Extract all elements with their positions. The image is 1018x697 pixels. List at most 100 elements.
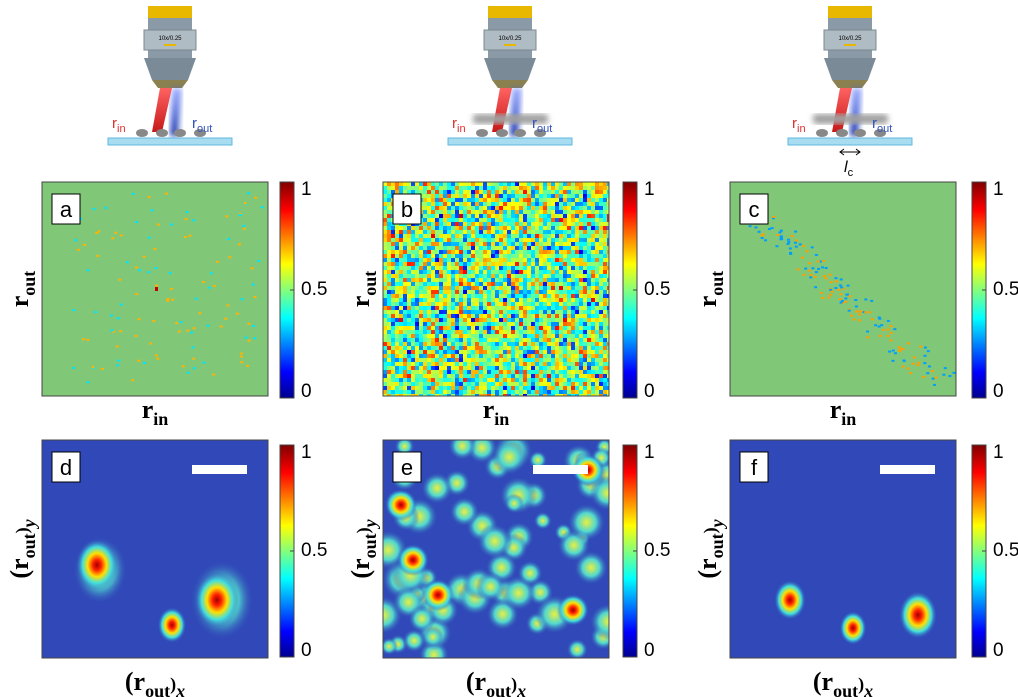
pixel [250,267,254,270]
pixel [403,262,407,266]
pixel [407,242,411,246]
pixel [240,298,244,301]
pixel [531,274,535,278]
pixel [459,258,463,262]
pixel [555,350,559,354]
pixel [483,182,487,186]
pixel [439,294,443,298]
pixel [499,286,503,290]
pixel [511,358,515,362]
pixel [447,254,451,258]
pixel [507,206,511,210]
pixel [395,342,399,346]
pixel [527,286,531,290]
pixel [395,366,399,370]
pixel [212,373,216,376]
pixel [455,234,459,238]
pixel [439,242,443,246]
pixel [599,390,603,394]
pixel [439,374,443,378]
pixel [591,334,595,338]
pixel [431,306,435,310]
pixel [539,286,543,290]
pixel [591,290,595,294]
pixel [479,270,483,274]
pixel [487,210,491,214]
pixel [847,309,851,312]
pixel [495,270,499,274]
pixel [479,342,483,346]
tick-label: 0.5 [301,279,327,300]
pixel [451,270,455,274]
pixel [507,366,511,370]
pixel [463,338,467,342]
pixel [503,298,507,302]
pixel [459,334,463,338]
pixel [531,194,535,198]
pixel [864,311,868,314]
objective-lower [824,58,876,80]
pixel [599,378,603,382]
pixel [829,281,833,284]
pixel [507,374,511,378]
pixel [427,246,431,250]
pixel [587,226,591,230]
pixel [599,238,603,242]
pixel [814,271,818,274]
pixel [459,230,463,234]
pixel [403,354,407,358]
pixel [595,374,599,378]
pixel [407,342,411,346]
pixel [599,250,603,254]
symbol: r [346,558,375,570]
pixel [595,366,599,370]
pixel [487,250,491,254]
pixel [383,274,387,278]
pixel [567,198,571,202]
pixel [479,282,483,286]
axis-label: rout [5,271,39,308]
speckle [408,604,436,633]
pixel [523,278,527,282]
pixel [607,218,609,222]
pixel [559,302,563,306]
pixel [479,198,483,202]
panel-letter: a [60,197,73,222]
pixel [423,238,427,242]
pixel [579,358,583,362]
pixel [539,238,543,242]
pixel [535,274,539,278]
pixel [427,254,431,258]
pixel [423,278,427,282]
pixel [583,230,587,234]
pixel [527,214,531,218]
pixel [603,378,607,382]
pixel [455,362,459,366]
pixel [579,390,583,394]
pixel [587,362,591,366]
pixel [511,234,515,238]
pixel [539,314,543,318]
pixel [383,234,387,238]
pixel [411,242,415,246]
pixel [567,330,571,334]
pixel [451,334,455,338]
pixel [415,238,419,242]
pixel [459,234,463,238]
pixel [579,306,583,310]
pixel [427,342,431,346]
pixel [523,374,527,378]
pixel [583,334,587,338]
pixel [555,298,559,302]
axis-label: (rout)y [693,518,727,578]
pixel [455,366,459,370]
pixel [503,198,507,202]
pixel [399,262,403,266]
pixel [443,318,447,322]
pixel [471,198,475,202]
pixel [427,362,431,366]
pixel [503,202,507,206]
pixel [515,246,519,250]
pixel [471,190,475,194]
pixel [595,194,599,198]
